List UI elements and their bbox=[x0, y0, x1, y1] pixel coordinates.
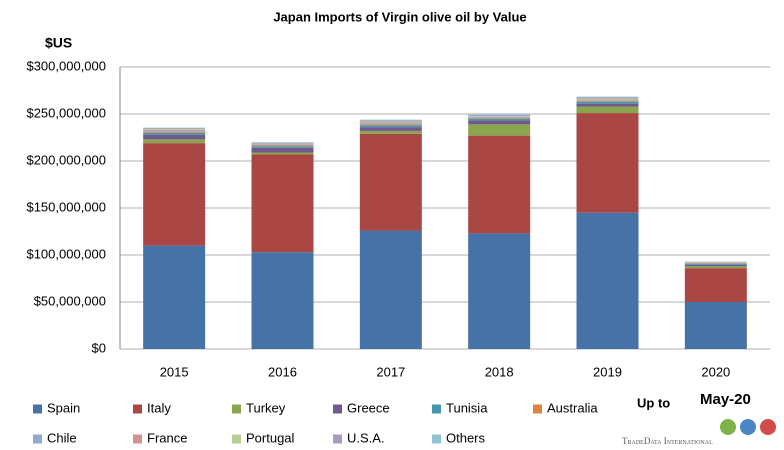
bar-segment bbox=[359, 130, 422, 134]
legend-swatch bbox=[232, 434, 241, 444]
bar-segment bbox=[468, 118, 531, 121]
logo: TradeData International bbox=[622, 419, 776, 446]
bar-segment bbox=[684, 302, 747, 349]
legend-swatch bbox=[133, 434, 142, 444]
x-tick-label: 2019 bbox=[593, 364, 622, 379]
x-tick-label: 2017 bbox=[376, 364, 405, 379]
bar-segment bbox=[359, 133, 422, 231]
y-tick-label: $50,000,000 bbox=[34, 293, 106, 308]
bar-segment bbox=[468, 117, 531, 119]
legend-label: Chile bbox=[47, 430, 77, 445]
legend-swatch bbox=[33, 434, 42, 444]
bar-segment bbox=[143, 143, 206, 246]
bar-segment bbox=[359, 230, 422, 349]
legend-label: Portugal bbox=[246, 430, 295, 445]
bar-segment bbox=[576, 101, 639, 104]
annotation: Up to bbox=[637, 395, 670, 410]
legend-label: Turkey bbox=[246, 400, 286, 415]
y-tick-label: $300,000,000 bbox=[26, 58, 106, 73]
logo-globe bbox=[720, 419, 736, 435]
bar-segment bbox=[576, 100, 639, 102]
legend-swatch bbox=[432, 404, 441, 414]
legend-swatch bbox=[432, 434, 441, 444]
bar-segment bbox=[359, 123, 422, 125]
legend-label: Tunisia bbox=[446, 400, 488, 415]
legend-label: Greece bbox=[347, 400, 390, 415]
bar-segment bbox=[359, 119, 422, 121]
bar-segment bbox=[468, 233, 531, 349]
bar-segment bbox=[468, 116, 531, 118]
legend-swatch bbox=[333, 434, 342, 444]
bar-segment bbox=[576, 96, 639, 98]
legend-label: France bbox=[147, 430, 187, 445]
bar-segment bbox=[576, 99, 639, 101]
legend-label: U.S.A. bbox=[347, 430, 385, 445]
bar-segment bbox=[359, 127, 422, 131]
bar-segment bbox=[684, 263, 747, 265]
legend-swatch bbox=[133, 404, 142, 414]
bar-segment bbox=[576, 103, 639, 107]
bar-segment bbox=[143, 129, 206, 130]
legend-swatch bbox=[533, 404, 542, 414]
chart-title: Japan Imports of Virgin olive oil by Val… bbox=[273, 9, 526, 24]
bar-segment bbox=[251, 252, 314, 349]
logo-text: TradeData International bbox=[622, 436, 713, 446]
bar-segment bbox=[576, 98, 639, 100]
bar-segment bbox=[143, 129, 206, 131]
logo-globe bbox=[760, 419, 776, 435]
bar-segment bbox=[143, 130, 206, 132]
bar-segment bbox=[468, 124, 531, 136]
y-tick-label: $0 bbox=[92, 340, 106, 355]
bar-segment bbox=[576, 113, 639, 213]
bar-segment bbox=[251, 154, 314, 253]
bar-segment bbox=[143, 139, 206, 144]
y-tick-label: $150,000,000 bbox=[26, 199, 106, 214]
bar-segment bbox=[359, 125, 422, 128]
y-tick-label: $250,000,000 bbox=[26, 105, 106, 120]
bar-segment bbox=[359, 124, 422, 126]
bar-segment bbox=[251, 142, 314, 144]
annotation: May-20 bbox=[700, 391, 751, 408]
x-tick-label: 2016 bbox=[268, 364, 297, 379]
bar-segment bbox=[251, 144, 314, 146]
logo-globe bbox=[740, 419, 756, 435]
legend-label: Others bbox=[446, 430, 486, 445]
bar-segment bbox=[143, 128, 206, 130]
bar-segment bbox=[251, 145, 314, 147]
y-tick-label: $100,000,000 bbox=[26, 246, 106, 261]
bar-segment bbox=[576, 106, 639, 114]
bar-segment bbox=[468, 120, 531, 125]
bar-segment bbox=[359, 122, 422, 124]
bar-segment bbox=[684, 264, 747, 267]
x-tick-label: 2015 bbox=[160, 364, 189, 379]
x-tick-label: 2020 bbox=[701, 364, 730, 379]
bar-segment bbox=[143, 131, 206, 133]
bar-segment bbox=[359, 121, 422, 123]
bar-segment bbox=[359, 120, 422, 122]
bar-segment bbox=[251, 152, 314, 155]
bar-segment bbox=[684, 268, 747, 302]
bar-segment bbox=[251, 146, 314, 148]
bar-segment bbox=[143, 134, 206, 140]
legend-label: Italy bbox=[147, 400, 171, 415]
legend-swatch bbox=[333, 404, 342, 414]
y-tick-label: $200,000,000 bbox=[26, 152, 106, 167]
bar-segment bbox=[468, 114, 531, 116]
bar-segment bbox=[576, 212, 639, 349]
bar-segment bbox=[143, 132, 206, 135]
bar-segment bbox=[576, 97, 639, 99]
bar-segment bbox=[684, 266, 747, 269]
legend-swatch bbox=[232, 404, 241, 414]
legend-label: Spain bbox=[47, 400, 80, 415]
x-tick-label: 2018 bbox=[485, 364, 514, 379]
bar-segment bbox=[468, 114, 531, 115]
y-axis-label: $US bbox=[45, 35, 72, 51]
bar-segment bbox=[251, 147, 314, 153]
legend-label: Australia bbox=[547, 400, 598, 415]
bar-segment bbox=[468, 135, 531, 234]
legend-swatch bbox=[33, 404, 42, 414]
bar-segment bbox=[143, 245, 206, 349]
